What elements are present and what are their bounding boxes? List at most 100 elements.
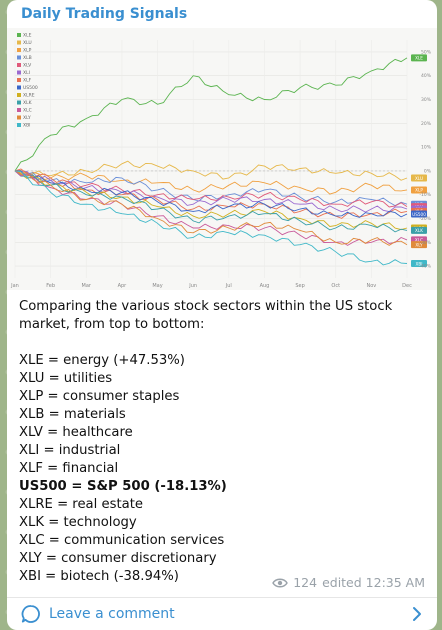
series-tag-xlu (411, 174, 427, 182)
leave-comment-label: Leave a comment (49, 606, 175, 622)
legend-swatch (17, 33, 21, 37)
x-tick-label: Sep (295, 283, 304, 289)
x-tick-label: Aug (260, 283, 270, 289)
series-line-us500 (14, 170, 408, 218)
channel-name[interactable]: Daily Trading Signals (21, 6, 188, 22)
legend-entry: XLU (23, 40, 32, 46)
legend-entry: XLY (23, 115, 31, 121)
sector-line: XLP = consumer staples (19, 389, 180, 404)
sector-performance-chart[interactable]: Jan Feb Mar Apr May Jun Jul Aug Sep Oct Nov Dec XLE X… (7, 28, 437, 290)
series-tag-xle (411, 54, 427, 62)
sector-line: XLV = healthcare (19, 425, 133, 440)
x-tick-label: Dec (402, 283, 412, 289)
y-tick-label: 20% (421, 121, 432, 127)
comment-bubble-icon (21, 605, 40, 623)
series-tag-label: XLC (415, 238, 423, 243)
y-tick-label: -10% (419, 192, 431, 198)
x-tick-label: Nov (366, 283, 376, 289)
x-tick-label: Feb (46, 283, 55, 289)
y-tick-label: 10% (421, 145, 432, 151)
legend-entry: US500 (23, 85, 38, 91)
sector-line: XLU = utilities (19, 371, 113, 386)
legend-swatch (17, 40, 21, 45)
series-tag-xbi (411, 259, 427, 267)
chevron-right-icon (413, 607, 421, 621)
leave-comment-button[interactable]: Leave a comment (7, 598, 437, 630)
series-tag-xlp (411, 186, 427, 194)
series-line-xbi (14, 170, 408, 266)
x-tick-label: Jul (225, 283, 232, 289)
legend-entry: XLE (23, 33, 32, 39)
legend-entry: XLP (23, 48, 32, 54)
y-tick-label: 40% (421, 73, 432, 79)
sector-line: XLY = consumer discretionary (19, 551, 217, 566)
legend-entry: XBI (23, 123, 31, 129)
series-tag-label: US500 (412, 212, 426, 217)
y-tick-label: 30% (421, 97, 432, 103)
series-line-xlp (14, 170, 408, 195)
series-line-xlf (14, 168, 408, 219)
view-count: 124 (293, 575, 318, 590)
series-line-xlb (14, 170, 408, 207)
y-tick-label: 0% (424, 168, 432, 174)
x-tick-label: Mar (82, 283, 92, 289)
series-tag-label: XLP (415, 188, 423, 193)
x-tick-label: Jan (10, 283, 19, 289)
message-text: Comparing the various stock sectors with… (19, 298, 419, 586)
legend-entry: XLK (23, 100, 33, 106)
divider (7, 597, 437, 598)
series-tag-xlk (411, 226, 427, 234)
legend-swatch (17, 108, 21, 112)
series-line-xlc (14, 170, 408, 246)
sector-line: XLK = technology (19, 515, 137, 530)
message-card: Daily Trading Signals Jan Feb Mar Apr May Jun… (7, 0, 437, 630)
x-tick-label: Apr (118, 283, 128, 289)
legend-entry: XLC (23, 108, 32, 114)
series-line-xlk (14, 170, 408, 233)
series-tag-xly (411, 241, 427, 249)
series-tag-label: XLE (415, 56, 423, 61)
legend-swatch (17, 115, 21, 120)
sector-line: XLB = materials (19, 407, 126, 422)
series-line-xle (14, 57, 408, 172)
sector-line: XLI = industrial (19, 443, 121, 458)
series-tag-label: XBI (416, 261, 423, 266)
series-tag-label: XLU (415, 176, 423, 181)
series-line-xlu (14, 160, 408, 181)
sector-line: XBI = biotech (-38.94%) (19, 569, 179, 584)
sector-line: XLRE = real estate (19, 497, 144, 512)
legend-entry: XLRE (23, 93, 35, 99)
legend-entry: XLB (23, 55, 32, 61)
series-tag-us500 (411, 210, 427, 218)
sector-line: XLE = energy (+47.53%) (19, 353, 185, 368)
series-tag-label: XLY (415, 242, 423, 247)
legend-swatch (17, 85, 21, 90)
series-tag-label: XLK (415, 228, 423, 233)
legend-swatch (17, 48, 21, 52)
y-tick-label: -40% (419, 264, 431, 270)
y-tick-label: 50% (421, 49, 432, 55)
legend-entry: XLV (23, 63, 32, 69)
sector-line: US500 = S&P 500 (-18.13%) (19, 479, 227, 494)
x-tick-label: May (152, 283, 162, 289)
legend-entry: XLF (23, 78, 32, 84)
edited-timestamp: edited 12:35 AM (322, 575, 425, 590)
message-meta: 124 edited 12:35 AM (272, 575, 425, 590)
y-tick-label: -20% (419, 216, 431, 222)
legend-swatch (17, 55, 21, 60)
sector-line: XLF = financial (19, 461, 119, 476)
eye-icon (272, 578, 289, 587)
y-tick-label: -30% (419, 240, 431, 246)
legend-swatch (17, 70, 21, 75)
legend-swatch (17, 100, 21, 105)
legend-swatch (17, 93, 21, 97)
legend-swatch (17, 123, 21, 127)
x-tick-label: Jun (188, 283, 197, 289)
intro-text: Comparing the various stock sectors with… (19, 299, 393, 332)
legend-swatch (17, 63, 21, 67)
legend-swatch (17, 78, 21, 82)
series-line-xly (14, 170, 408, 246)
sector-line: XLC = communication services (19, 533, 225, 548)
sector-list: XLE = energy (+47.53%) XLU = utilities XLP… (19, 352, 419, 586)
series-line-xlre (14, 170, 408, 231)
